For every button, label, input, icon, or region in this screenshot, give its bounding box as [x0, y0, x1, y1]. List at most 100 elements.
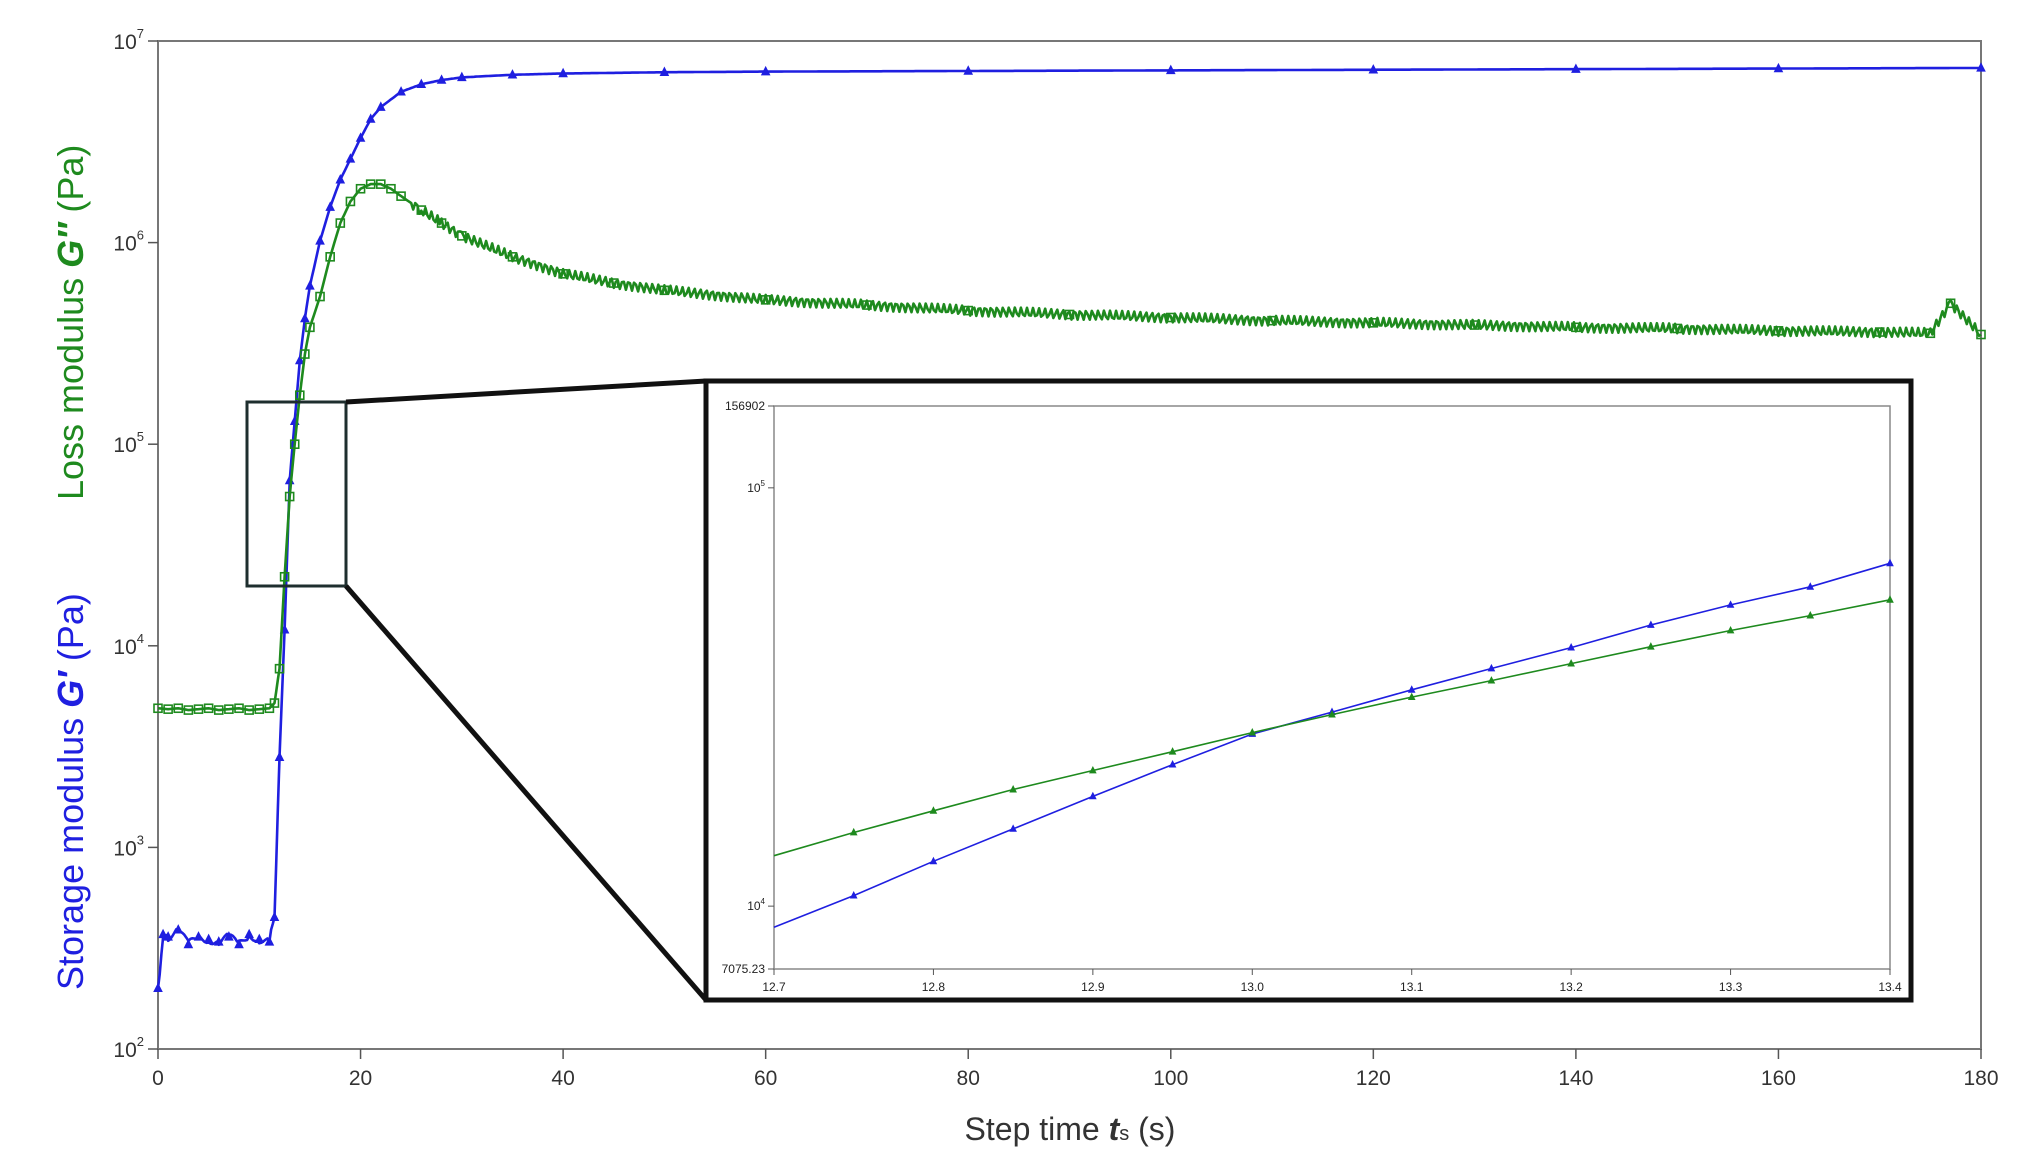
main-series-0-point — [305, 280, 315, 290]
main-series-1-point — [963, 305, 974, 316]
main-series-0-point — [375, 101, 386, 111]
inset-x-tick-label: 13.1 — [1400, 980, 1424, 994]
main-series-0-point — [183, 938, 194, 949]
main-series-0-point — [153, 982, 163, 993]
main-series-1-point — [386, 183, 396, 194]
inset-series-0-point — [1168, 760, 1177, 768]
main-series-0-point — [558, 67, 568, 78]
inset-plot-frame — [773, 405, 1891, 970]
inset-series-0-point — [1567, 643, 1575, 651]
main-x-tick-label: 40 — [551, 1067, 574, 1090]
x-axis-label: Step time ts (s) — [965, 1111, 1176, 1147]
main-x-tick-label: 160 — [1761, 1067, 1796, 1090]
main-series-1-point — [269, 698, 280, 708]
main-x-tick-label: 60 — [754, 1067, 777, 1090]
inset-y-tick-label: 7075.23 — [722, 962, 766, 976]
zoom-region-box — [245, 400, 348, 588]
inset-y-tick-label: 105 — [747, 479, 765, 495]
main-series-1-point — [1267, 315, 1277, 326]
inset-series-1-point — [1168, 747, 1177, 755]
main-series-0-point — [244, 928, 254, 939]
main-series-1-point — [193, 704, 204, 714]
main-series-1-point — [153, 703, 163, 714]
inset-series-layer — [773, 558, 1894, 929]
main-series-1-point — [1571, 322, 1581, 333]
main-series-0-point — [457, 71, 467, 82]
inset-x-tick-label: 12.7 — [762, 980, 786, 994]
main-series-0-point — [158, 928, 168, 939]
main-x-tick-label: 100 — [1153, 1067, 1188, 1090]
main-x-tick-label: 80 — [957, 1067, 980, 1090]
main-series-1-point — [396, 191, 406, 201]
main-series-1-point — [436, 218, 447, 228]
main-series-1-point — [300, 349, 310, 359]
main-series-1-point — [335, 218, 346, 228]
inset-series-0-point — [1089, 791, 1097, 800]
main-series-1-point — [254, 704, 265, 714]
main-series-1-point — [213, 705, 224, 715]
inset-series-1-point — [849, 827, 858, 836]
main-series-1-point — [279, 571, 290, 582]
main-series-0-point — [224, 931, 234, 941]
main-series-1-point — [224, 704, 234, 714]
inset-x-axis: 12.7 12.8 12.9 13.0 13.1 13.2 13.3 13.4 — [762, 969, 1902, 994]
main-y-tick-label: 106 — [113, 228, 144, 256]
main-series-0-point — [173, 924, 184, 934]
main-y-tick-label: 107 — [113, 26, 144, 54]
inset-series-0-point — [1487, 663, 1496, 672]
main-series-1-point — [862, 300, 872, 310]
main-series-1-point — [274, 663, 285, 674]
main-x-tick-label: 120 — [1356, 1067, 1391, 1090]
main-series-0-point — [325, 201, 335, 211]
main-series-1-point — [1925, 328, 1936, 339]
main-series-1-point — [345, 196, 356, 207]
main-series-0-point — [300, 312, 310, 323]
main-series-0-point — [365, 113, 376, 123]
main-series-1-point — [325, 252, 335, 262]
inset-series-1-point — [1009, 784, 1017, 793]
main-y-axis: 102 103 104 105 106 107 — [113, 26, 158, 1062]
main-series-line-0 — [156, 66, 1981, 989]
inset-series-0-point — [1806, 582, 1815, 590]
main-series-0-point — [436, 74, 447, 84]
inset-chart: 12.7 12.8 12.9 13.0 13.1 13.2 13.3 13.4 1569021… — [703, 378, 1914, 1003]
inset-series-1-point — [1328, 710, 1336, 718]
main-series-1-point — [244, 705, 254, 715]
main-y-tick-label: 103 — [113, 832, 144, 860]
inset-series-1-point — [1407, 692, 1416, 701]
main-series-0-point — [1773, 62, 1784, 73]
main-series-1-point — [203, 703, 214, 714]
inset-outer-frame — [703, 378, 1914, 1003]
main-series-1-point — [365, 179, 376, 189]
main-series-1-point — [659, 285, 670, 296]
inset-x-tick-label: 12.8 — [922, 980, 946, 994]
main-series-1-point — [376, 179, 386, 189]
main-series-1-point — [1773, 326, 1784, 336]
inset-series-1-point — [1089, 765, 1097, 774]
main-series-1-point — [1469, 320, 1480, 330]
main-series-1-point — [507, 252, 518, 262]
inset-series-1-point — [1647, 642, 1655, 650]
main-series-1-point — [234, 703, 244, 714]
main-series-0-point — [269, 911, 280, 922]
main-series-0-point — [1571, 63, 1581, 73]
inset-series-1-point — [1487, 676, 1496, 684]
main-series-1-point — [264, 703, 275, 714]
inset-series-0-point — [1647, 620, 1655, 628]
main-series-1-point — [1064, 309, 1075, 320]
inset-series-1-point — [1726, 625, 1735, 634]
main-series-0-point — [213, 936, 224, 946]
main-y-tick-label: 105 — [113, 429, 144, 457]
main-series-1-point — [163, 704, 173, 714]
main-series-0-point — [416, 78, 427, 88]
main-series-1-point — [284, 491, 295, 502]
main-series-0-point — [254, 933, 265, 944]
inset-x-tick-label: 12.9 — [1081, 980, 1105, 994]
main-series-layer — [153, 62, 1986, 993]
inset-y-tick-label: 156902 — [725, 399, 765, 413]
main-series-0-point — [396, 86, 406, 96]
main-series-1-point — [315, 291, 325, 302]
main-series-0-point — [294, 354, 305, 365]
inset-series-1-point — [1886, 595, 1894, 603]
main-x-tick-label: 140 — [1558, 1067, 1593, 1090]
